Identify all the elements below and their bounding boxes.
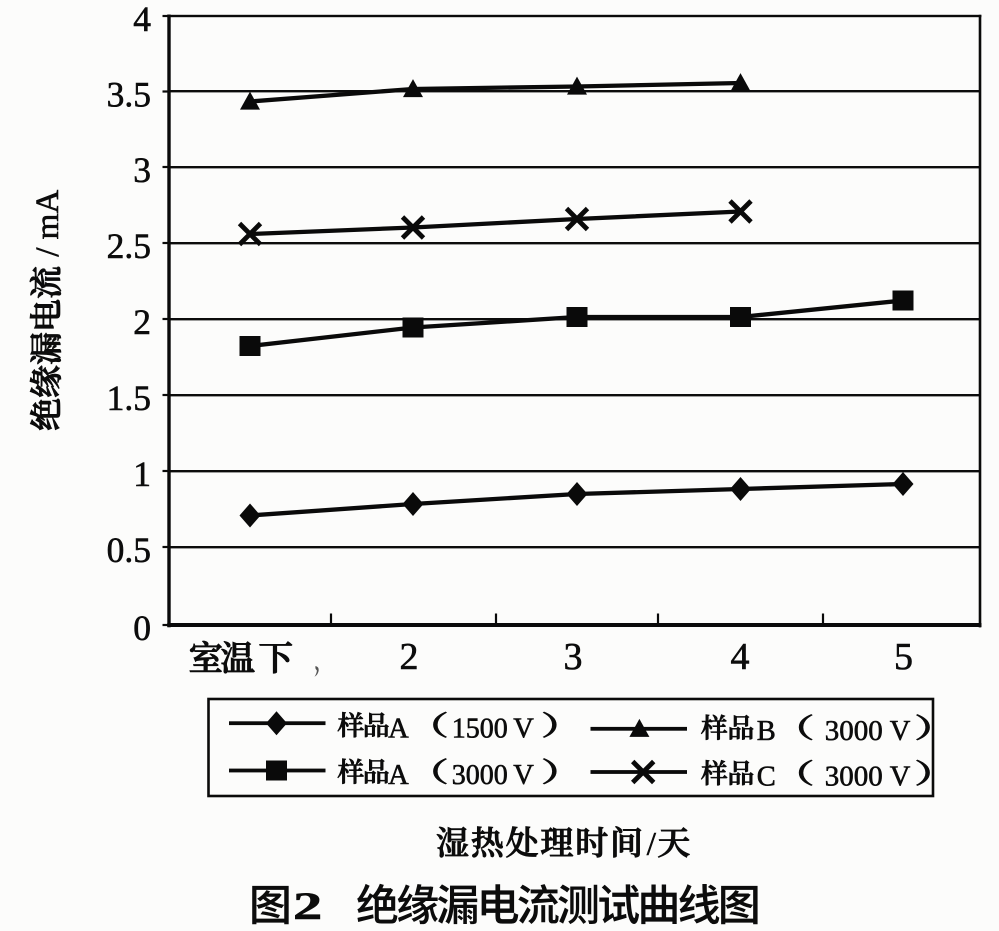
svg-text:2: 2 — [400, 636, 419, 678]
svg-text:2.5: 2.5 — [107, 226, 151, 266]
svg-text:V: V — [513, 760, 534, 791]
svg-text:/ mA: / mA — [30, 190, 66, 265]
svg-text:0.5: 0.5 — [107, 530, 151, 570]
svg-text:3000: 3000 — [825, 761, 883, 793]
svg-text:3: 3 — [564, 636, 583, 678]
svg-text:C: C — [757, 762, 776, 793]
svg-text:A: A — [388, 760, 409, 791]
svg-text:3000: 3000 — [825, 715, 883, 747]
svg-text:0: 0 — [133, 608, 151, 648]
svg-text:3000: 3000 — [452, 760, 508, 791]
svg-text:/: / — [647, 827, 657, 863]
svg-text:V: V — [890, 716, 911, 747]
svg-text:3: 3 — [133, 150, 151, 190]
svg-text:5: 5 — [894, 636, 913, 678]
svg-text:3.5: 3.5 — [107, 74, 151, 114]
svg-text:V: V — [513, 714, 534, 745]
svg-text:2: 2 — [293, 884, 322, 927]
svg-text:2: 2 — [133, 302, 151, 342]
svg-text:1.5: 1.5 — [107, 378, 151, 418]
svg-text:4: 4 — [731, 636, 750, 678]
svg-text:B: B — [757, 716, 776, 747]
svg-text:A: A — [388, 714, 409, 745]
svg-text:4: 4 — [133, 0, 151, 39]
svg-text:V: V — [890, 762, 911, 793]
svg-text:1: 1 — [133, 454, 151, 494]
svg-text:1500: 1500 — [452, 714, 508, 745]
